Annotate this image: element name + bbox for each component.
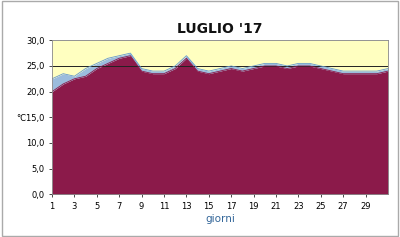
X-axis label: giorni: giorni: [205, 214, 235, 224]
Title: LUGLIO '17: LUGLIO '17: [177, 22, 263, 36]
